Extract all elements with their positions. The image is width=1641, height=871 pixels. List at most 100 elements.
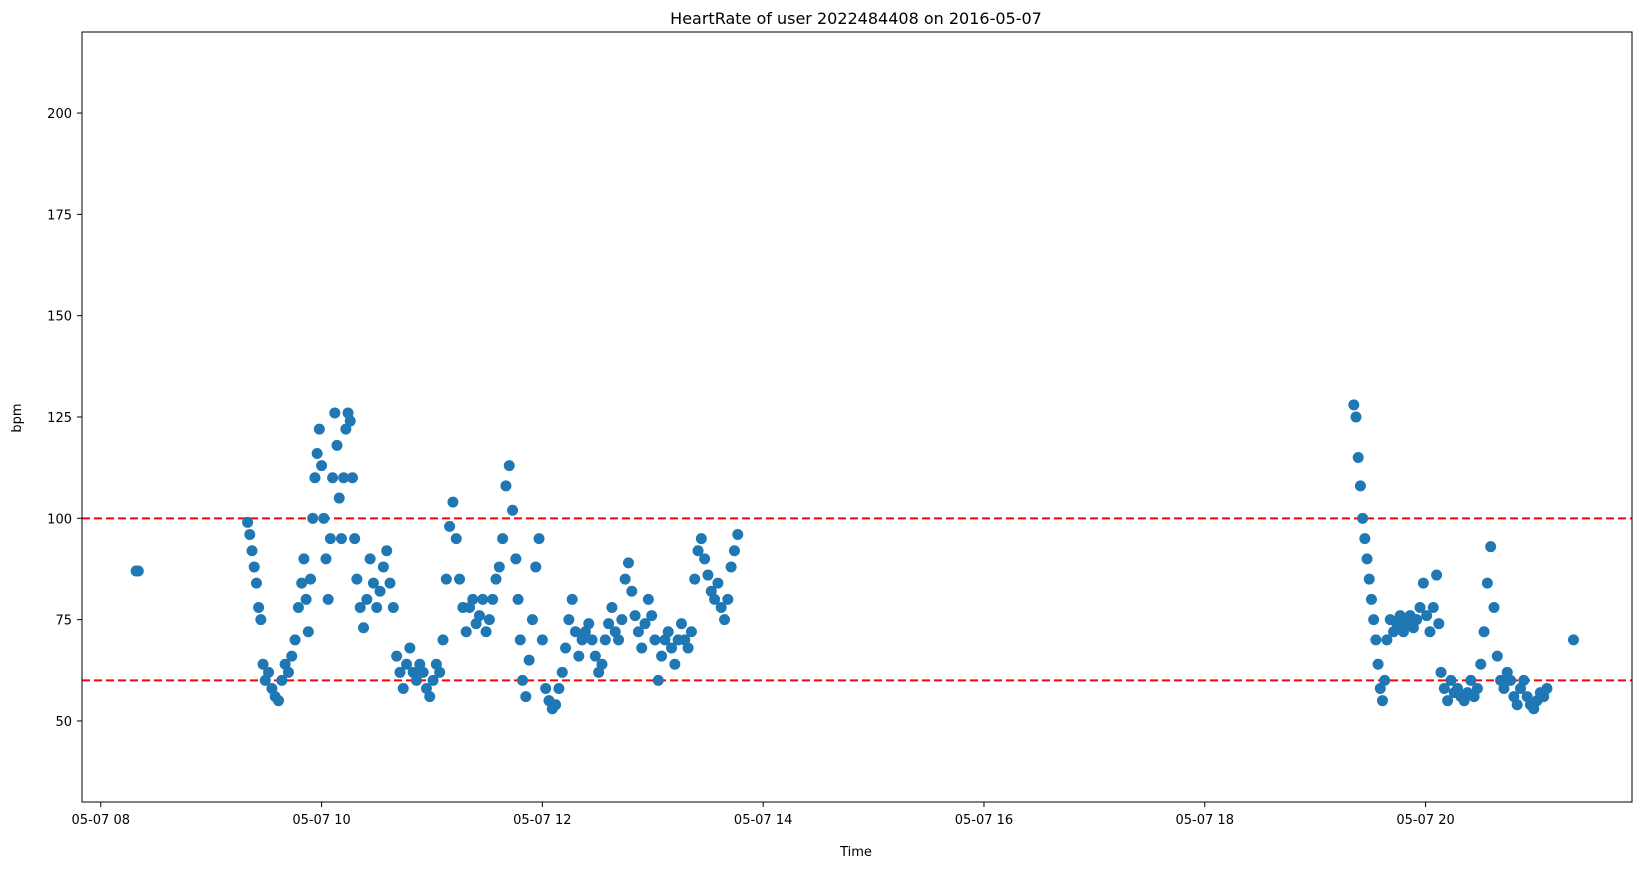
data-point [1442, 695, 1454, 707]
data-points [130, 399, 1579, 715]
data-point [384, 577, 396, 589]
data-point [1431, 569, 1443, 581]
data-point [335, 533, 347, 545]
data-point [263, 666, 275, 678]
data-point [599, 634, 611, 646]
data-point [364, 553, 376, 565]
data-point [1374, 683, 1386, 695]
data-point [404, 642, 416, 654]
data-point [1377, 695, 1388, 707]
data-point [242, 516, 254, 528]
data-point [327, 472, 339, 484]
data-point [1481, 577, 1493, 589]
data-point [309, 472, 321, 484]
data-point [656, 650, 668, 662]
data-point [477, 593, 489, 605]
data-point [702, 569, 714, 581]
data-point [460, 626, 472, 638]
data-point [333, 492, 345, 504]
x-tick-label: 05-07 20 [1396, 813, 1454, 828]
data-point [1438, 683, 1450, 695]
data-point [622, 557, 634, 569]
data-point [530, 561, 542, 573]
x-axis-label: Time [839, 845, 872, 860]
data-point [728, 545, 740, 557]
data-point [371, 601, 383, 613]
data-point [493, 561, 505, 573]
data-point [411, 674, 423, 686]
data-point [512, 593, 524, 605]
x-tick-label: 05-07 16 [955, 813, 1013, 828]
data-point [1433, 618, 1445, 630]
data-point [632, 626, 644, 638]
data-point [307, 512, 319, 524]
data-point [1541, 683, 1553, 695]
data-point [289, 634, 301, 646]
data-point [349, 533, 361, 545]
data-point [503, 460, 515, 472]
y-tick-label: 200 [47, 107, 72, 122]
data-point [722, 593, 734, 605]
data-point [394, 666, 406, 678]
x-tick-label: 05-07 14 [734, 813, 792, 828]
data-point [311, 447, 323, 459]
data-point [324, 533, 336, 545]
data-point [1372, 658, 1384, 670]
data-point [1475, 658, 1487, 670]
data-point [526, 614, 538, 626]
data-point [381, 545, 393, 557]
data-point [391, 650, 403, 662]
data-point [540, 683, 552, 695]
data-point [553, 683, 565, 695]
data-point [447, 496, 459, 508]
data-point [473, 610, 485, 622]
data-point [1478, 626, 1490, 638]
data-point [1471, 683, 1483, 695]
x-tick-label: 05-07 12 [513, 813, 571, 828]
data-point [450, 533, 462, 545]
data-point [313, 423, 325, 435]
y-tick-label: 125 [47, 411, 72, 426]
data-point [569, 626, 581, 638]
data-point [1357, 512, 1369, 524]
data-point [1567, 634, 1579, 646]
data-point [1411, 614, 1423, 626]
data-point [344, 415, 356, 427]
data-point [248, 561, 260, 573]
data-point [361, 593, 373, 605]
data-point [1361, 553, 1373, 565]
data-point [1505, 674, 1517, 686]
data-point [296, 577, 308, 589]
data-point [715, 601, 727, 613]
data-point [1350, 411, 1362, 423]
data-point [282, 666, 294, 678]
data-point [367, 577, 379, 589]
data-point [320, 553, 332, 565]
data-point [273, 695, 285, 707]
data-point [354, 601, 366, 613]
x-tick-label: 05-07 10 [292, 813, 350, 828]
data-point [1427, 601, 1439, 613]
data-point [1414, 601, 1426, 613]
data-point [616, 614, 628, 626]
data-point [440, 573, 452, 585]
data-point [487, 593, 499, 605]
y-tick-label: 150 [47, 310, 72, 325]
x-tick-label: 05-07 18 [1176, 813, 1234, 828]
data-point [550, 699, 562, 711]
data-point [244, 529, 256, 541]
data-point [437, 634, 449, 646]
plot-area [81, 31, 1633, 803]
data-point [1485, 541, 1497, 553]
data-point [695, 533, 707, 545]
data-point [467, 593, 479, 605]
y-tick-label: 100 [47, 512, 72, 527]
data-point [417, 666, 429, 678]
data-point [669, 658, 681, 670]
data-point [613, 634, 625, 646]
data-point [1370, 634, 1382, 646]
data-point [1348, 399, 1360, 411]
data-point [560, 642, 572, 654]
data-point [514, 634, 526, 646]
